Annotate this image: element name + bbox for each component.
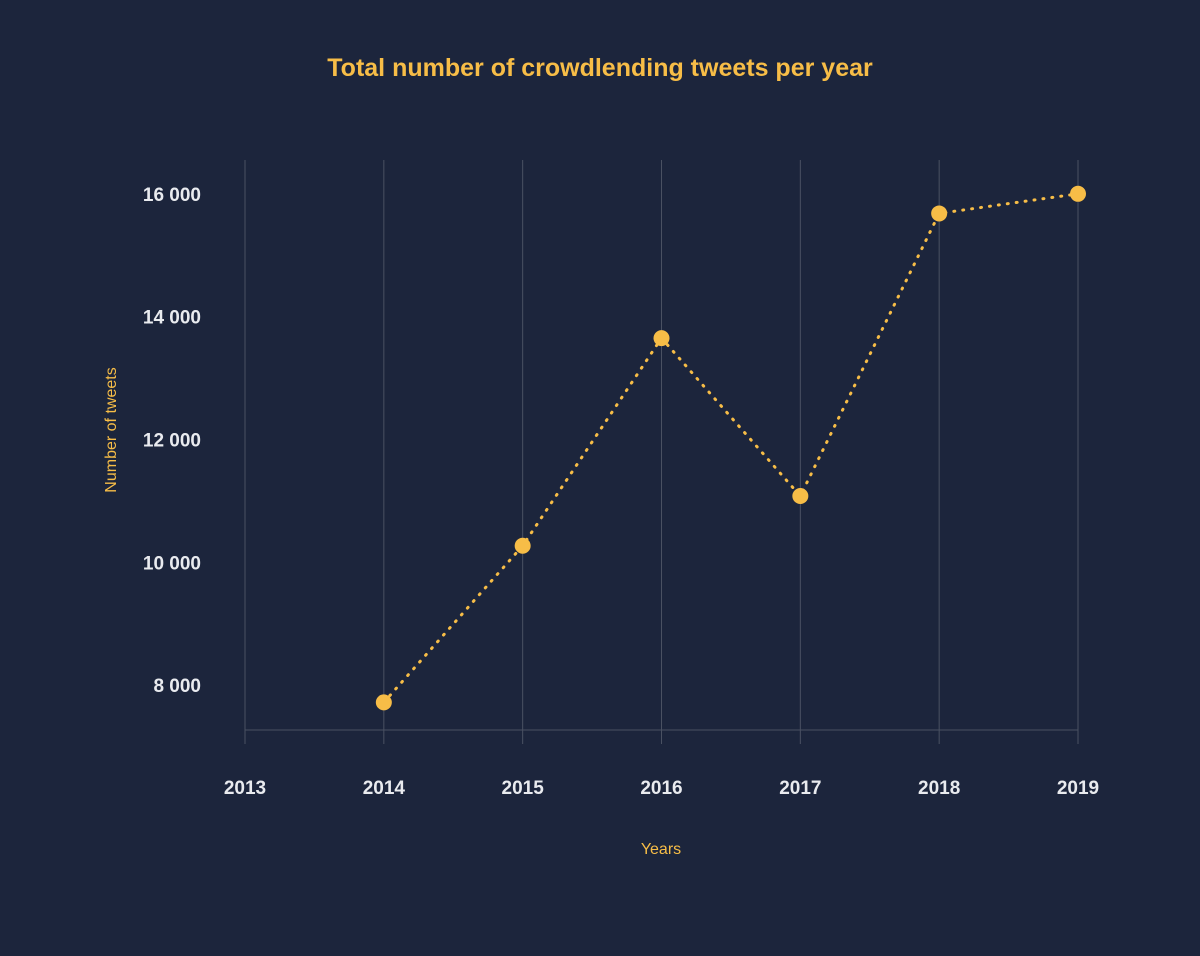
x-tick-label: 2013 — [224, 778, 266, 799]
data-point — [792, 487, 809, 504]
x-tick-label: 2018 — [918, 778, 960, 799]
y-tick-label: 12 000 — [143, 430, 201, 451]
chart-title: Total number of crowdlending tweets per … — [327, 54, 873, 82]
x-tick-label: 2014 — [363, 778, 406, 799]
series-points — [375, 185, 1086, 711]
x-axis-ticks: 2013 2014 2015 2016 2017 2018 2019 — [224, 778, 1099, 799]
y-axis-label: Number of tweets — [103, 367, 120, 492]
y-axis-ticks: 8 000 10 000 12 000 14 000 16 000 — [143, 185, 201, 697]
data-point — [931, 205, 948, 222]
grid-lines — [244, 160, 1079, 744]
data-point — [653, 330, 670, 347]
series-line-path — [382, 192, 1080, 704]
x-axis-label: Years — [641, 841, 681, 858]
y-tick-label: 10 000 — [143, 553, 201, 574]
x-tick-label: 2017 — [779, 778, 821, 799]
series-line — [382, 192, 1080, 704]
x-tick-label: 2019 — [1057, 778, 1099, 799]
x-tick-label: 2015 — [502, 778, 545, 799]
data-point — [375, 694, 392, 711]
y-tick-label: 14 000 — [143, 308, 201, 329]
y-tick-label: 8 000 — [153, 676, 201, 697]
data-point — [1070, 185, 1086, 202]
data-point — [514, 537, 531, 554]
x-tick-label: 2016 — [640, 778, 682, 799]
y-tick-label: 16 000 — [143, 185, 201, 206]
